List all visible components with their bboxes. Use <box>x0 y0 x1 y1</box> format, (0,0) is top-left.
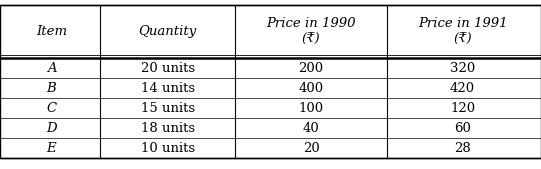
Text: 15 units: 15 units <box>141 102 195 115</box>
Text: E: E <box>47 142 56 154</box>
Text: 20: 20 <box>303 142 319 154</box>
Text: B: B <box>47 82 56 95</box>
Text: 200: 200 <box>299 62 324 75</box>
Text: 40: 40 <box>303 122 319 135</box>
Text: 60: 60 <box>454 122 471 135</box>
Text: D: D <box>46 122 57 135</box>
Text: 120: 120 <box>450 102 475 115</box>
Text: 400: 400 <box>299 82 324 95</box>
Text: 100: 100 <box>299 102 324 115</box>
Text: 14 units: 14 units <box>141 82 195 95</box>
Text: 10 units: 10 units <box>141 142 195 154</box>
Text: Price in 1991
(₹): Price in 1991 (₹) <box>418 17 507 46</box>
Text: Quantity: Quantity <box>138 25 197 38</box>
Text: 28: 28 <box>454 142 471 154</box>
Text: Price in 1990
(₹): Price in 1990 (₹) <box>266 17 356 46</box>
Text: C: C <box>47 102 56 115</box>
Text: 18 units: 18 units <box>141 122 195 135</box>
Text: 20 units: 20 units <box>141 62 195 75</box>
Text: Item: Item <box>36 25 67 38</box>
Text: 320: 320 <box>450 62 475 75</box>
Text: A: A <box>47 62 56 75</box>
Text: 420: 420 <box>450 82 475 95</box>
